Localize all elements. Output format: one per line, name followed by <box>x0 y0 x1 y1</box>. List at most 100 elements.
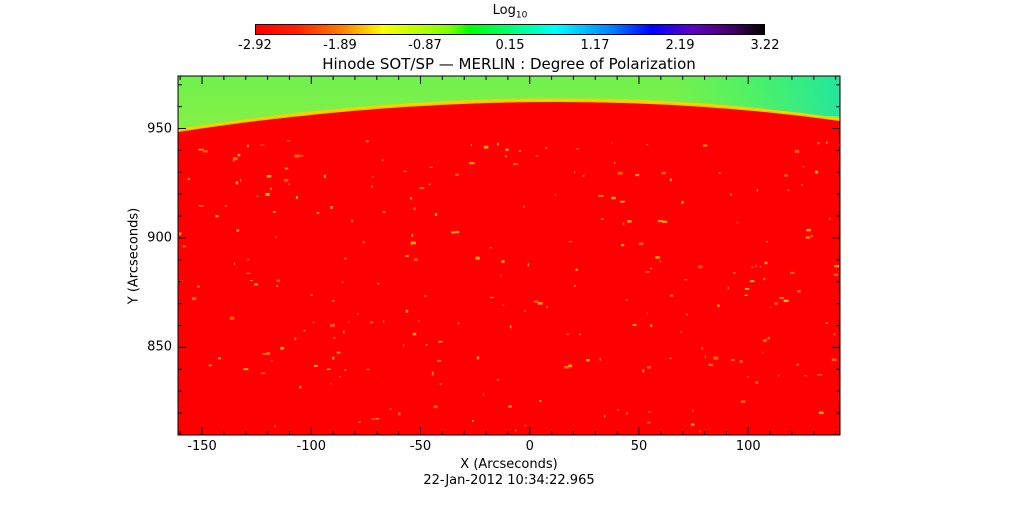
polarization-feature <box>418 320 420 322</box>
polarization-feature <box>197 285 200 288</box>
polarization-feature <box>642 369 645 373</box>
polarization-feature <box>424 295 427 298</box>
polarization-feature <box>405 255 409 257</box>
polarization-feature <box>295 196 299 199</box>
polarization-feature <box>208 364 212 367</box>
polarization-feature <box>575 268 578 271</box>
polarization-feature <box>800 184 804 186</box>
polarization-feature <box>513 163 518 166</box>
polarization-feature <box>246 272 251 274</box>
polarization-feature <box>730 358 735 362</box>
polarization-feature <box>647 366 652 369</box>
polarization-feature <box>501 260 505 264</box>
polarization-feature <box>429 166 433 168</box>
polarization-feature <box>669 178 672 182</box>
polarization-feature <box>611 142 613 144</box>
polarization-feature <box>266 352 271 356</box>
polarization-feature <box>389 408 392 410</box>
polarization-feature <box>669 357 672 359</box>
polarization-feature <box>692 409 694 413</box>
polarization-feature <box>489 247 493 249</box>
polarization-feature <box>545 147 548 149</box>
polarization-feature <box>198 148 204 151</box>
polarization-feature <box>342 330 345 334</box>
polarization-feature <box>382 211 386 214</box>
polarization-feature <box>546 306 548 308</box>
polarization-feature <box>691 423 695 426</box>
polarization-feature <box>339 375 341 378</box>
polarization-feature <box>438 340 443 343</box>
solar-disk <box>178 101 840 435</box>
polarization-feature <box>409 197 413 200</box>
polarization-feature <box>179 232 182 236</box>
polarization-feature <box>469 162 475 165</box>
polarization-feature <box>662 220 668 224</box>
colorbar-tick-label: 2.19 <box>665 38 695 53</box>
polarization-feature <box>704 355 707 358</box>
polarization-feature <box>482 393 485 396</box>
polarization-feature <box>381 159 384 162</box>
polarization-feature <box>331 300 335 302</box>
polarization-feature <box>805 236 810 239</box>
polarization-feature <box>247 144 249 148</box>
polarization-feature <box>646 143 649 146</box>
polarization-feature <box>218 357 221 360</box>
polarization-feature <box>806 228 811 232</box>
polarization-feature <box>236 229 240 232</box>
polarization-feature <box>533 300 539 303</box>
x-tick-label: 0 <box>525 439 534 454</box>
polarization-feature <box>783 299 789 302</box>
polarization-feature <box>762 351 764 354</box>
polarization-feature <box>703 144 708 147</box>
polarization-feature <box>598 195 604 197</box>
polarization-feature <box>411 234 414 237</box>
polarization-feature <box>684 279 688 281</box>
polarization-feature <box>508 405 512 408</box>
colorbar-tick-label: -2.92 <box>238 38 272 53</box>
polarization-feature <box>476 356 480 360</box>
polarization-feature <box>505 155 508 158</box>
polarization-feature <box>622 222 625 226</box>
polarization-feature <box>764 261 768 265</box>
polarization-feature <box>288 183 290 186</box>
polarization-feature <box>260 372 266 374</box>
polarization-feature <box>804 375 807 377</box>
polarization-feature <box>659 260 662 263</box>
polarization-feature <box>303 330 306 332</box>
polarization-feature <box>784 174 789 177</box>
polarization-feature <box>756 188 758 192</box>
polarization-feature <box>661 171 666 175</box>
polarization-feature <box>645 271 650 273</box>
polarization-feature <box>434 213 438 216</box>
polarization-feature <box>669 294 674 297</box>
y-tick-label: 850 <box>147 339 172 355</box>
polarization-feature <box>215 215 219 218</box>
timestamp: 22-Jan-2012 10:34:22.965 <box>423 473 595 488</box>
x-tick-label: 50 <box>630 439 648 454</box>
polarization-feature <box>274 424 276 428</box>
polarization-feature <box>270 360 273 362</box>
polarization-feature <box>375 418 380 420</box>
polarization-feature <box>769 306 772 308</box>
polarization-feature <box>568 241 573 243</box>
polarization-feature <box>523 205 525 209</box>
polarization-feature <box>351 219 354 223</box>
polarization-feature <box>733 272 736 274</box>
colorbar-tick-label: 3.22 <box>750 38 780 53</box>
polarization-feature <box>524 424 527 427</box>
x-tick-label: -50 <box>409 439 432 454</box>
x-tick-label: -100 <box>296 439 327 454</box>
polarization-feature <box>470 144 472 146</box>
polarization-feature <box>371 185 373 188</box>
polarization-feature <box>647 421 651 424</box>
polarization-feature <box>191 297 197 301</box>
polarization-feature <box>284 167 289 170</box>
polarization-feature <box>428 183 431 186</box>
polarization-feature <box>250 280 253 282</box>
polarization-feature <box>626 412 628 415</box>
polarization-feature <box>500 274 502 277</box>
polarization-feature <box>575 148 580 150</box>
polarization-feature <box>727 286 730 290</box>
polarization-feature <box>617 171 623 175</box>
